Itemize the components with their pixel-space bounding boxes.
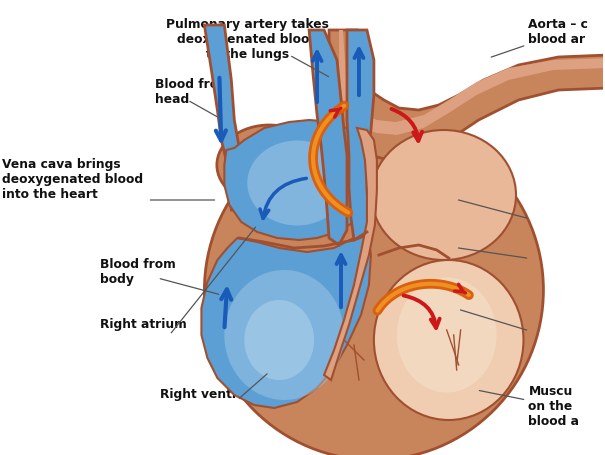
Ellipse shape xyxy=(247,141,347,226)
Text: Pulmonary artery takes
deoxygenated blood
to the lungs: Pulmonary artery takes deoxygenated bloo… xyxy=(166,18,329,61)
Polygon shape xyxy=(329,30,605,160)
Ellipse shape xyxy=(217,125,322,205)
Polygon shape xyxy=(204,270,267,340)
Text: Right atrium: Right atrium xyxy=(100,318,186,331)
Text: Aorta – c
blood ar: Aorta – c blood ar xyxy=(528,18,588,46)
Polygon shape xyxy=(201,225,371,408)
Polygon shape xyxy=(347,30,374,240)
Text: Vena cava brings
deoxygenated blood
into the heart: Vena cava brings deoxygenated blood into… xyxy=(2,158,143,201)
Polygon shape xyxy=(224,120,371,240)
Ellipse shape xyxy=(371,130,516,260)
Ellipse shape xyxy=(374,260,523,420)
Polygon shape xyxy=(324,128,377,380)
Polygon shape xyxy=(204,25,247,210)
Text: Blood from
body: Blood from body xyxy=(100,258,175,286)
Polygon shape xyxy=(339,30,605,135)
Ellipse shape xyxy=(244,300,314,380)
Text: Blood from
head: Blood from head xyxy=(154,78,231,106)
Ellipse shape xyxy=(224,270,344,400)
Polygon shape xyxy=(309,30,347,245)
Text: Muscu
on the
blood a: Muscu on the blood a xyxy=(528,385,580,428)
Text: Right ventricle: Right ventricle xyxy=(160,388,261,401)
Ellipse shape xyxy=(397,278,497,393)
Ellipse shape xyxy=(204,120,543,455)
